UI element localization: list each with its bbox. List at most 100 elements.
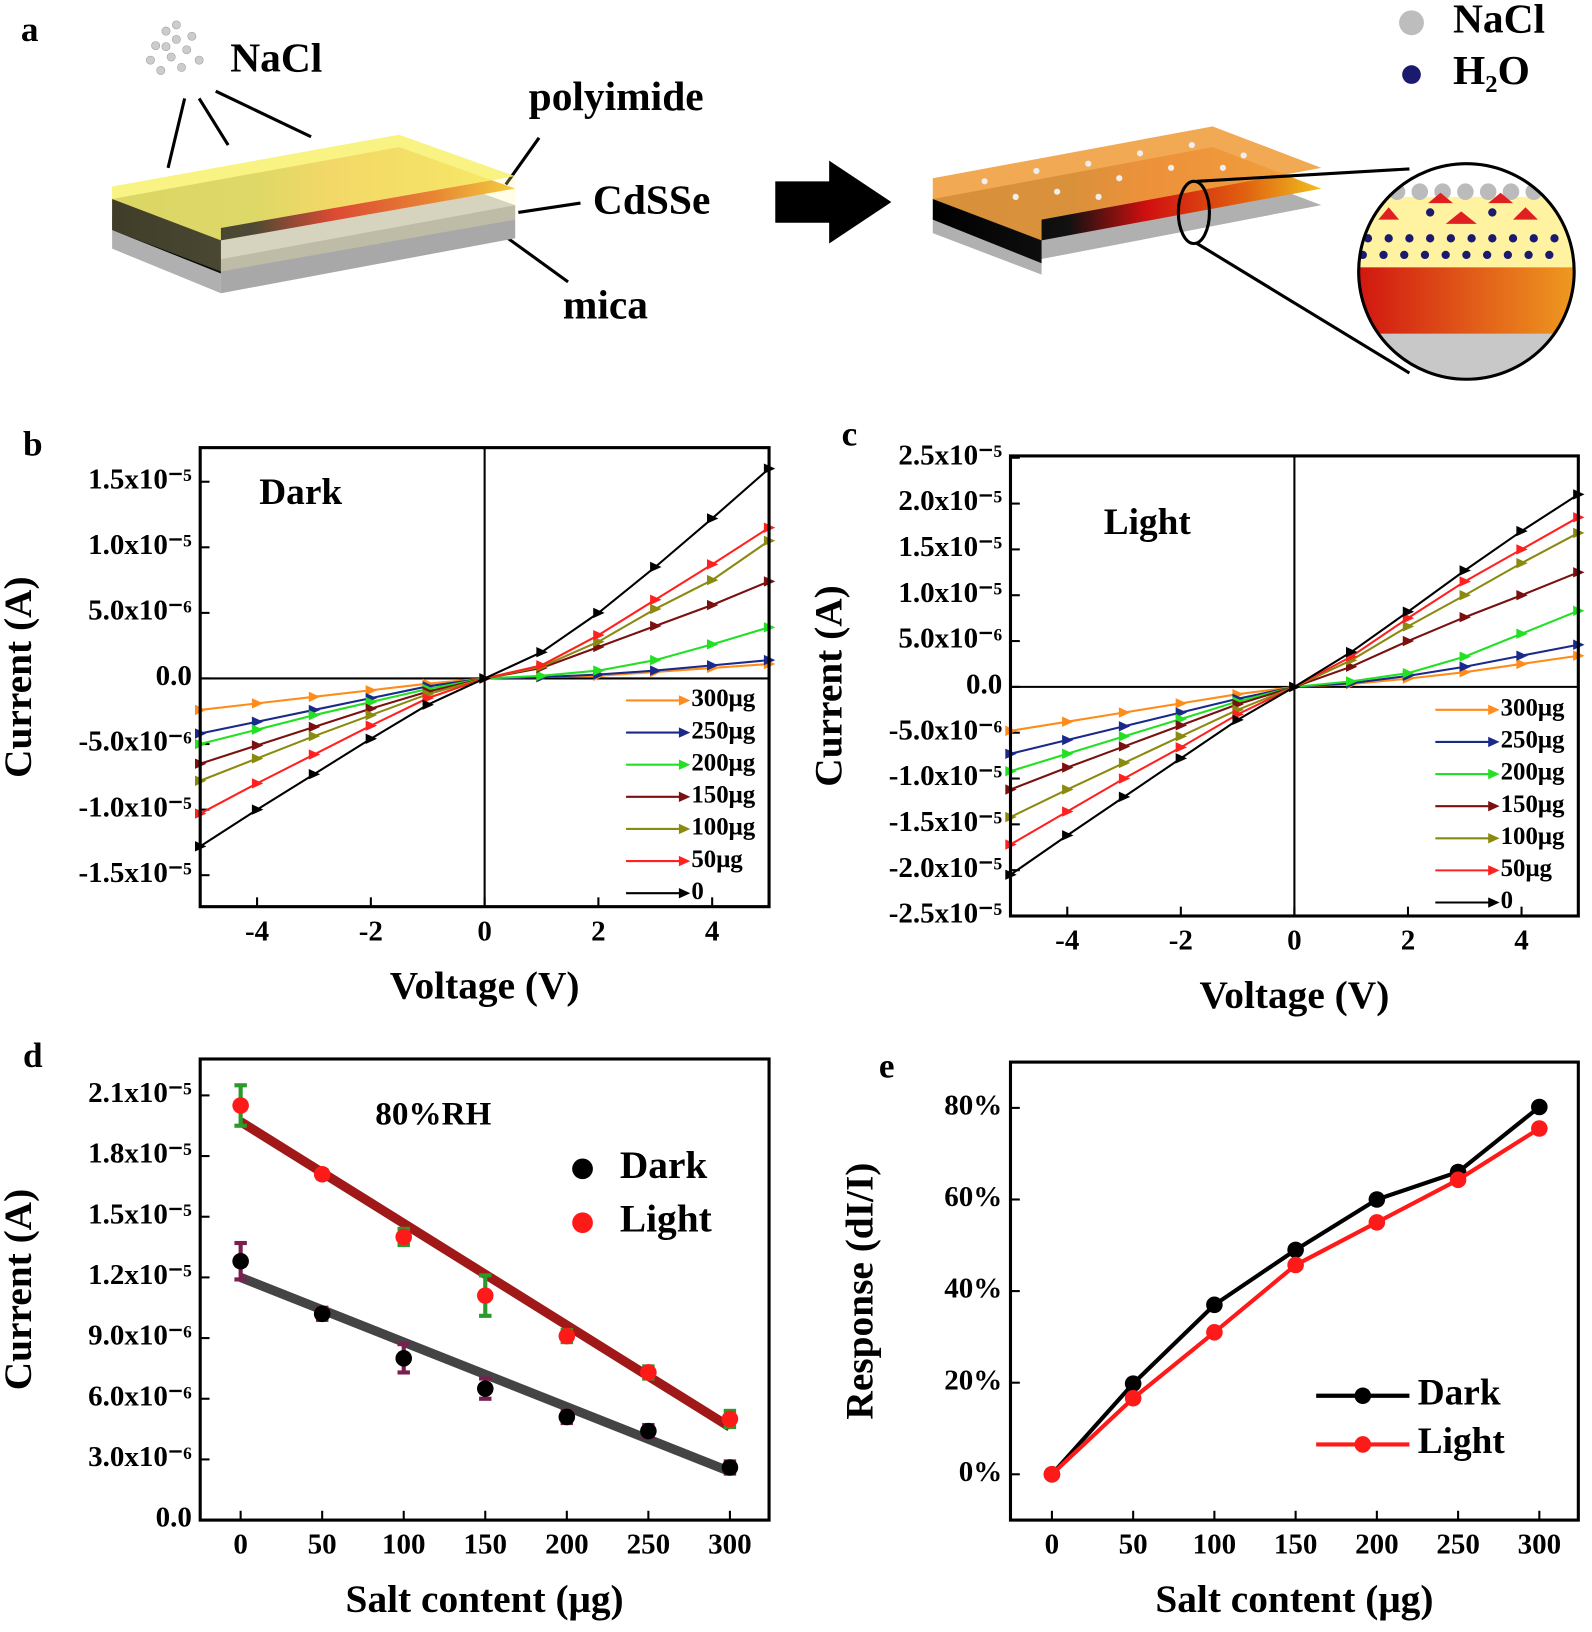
legend-swatch (1402, 65, 1421, 84)
legend-label: 100μg (1501, 823, 1565, 850)
x-tick-label: -2 (1169, 925, 1193, 957)
data-marker (395, 1350, 413, 1367)
data-marker (706, 599, 719, 611)
data-marker (476, 1287, 494, 1304)
data-marker (1531, 1120, 1548, 1137)
y-tick-label: 2.0x10⁻⁵ (898, 485, 1002, 517)
legend-label: Light (620, 1197, 712, 1241)
legend-label: 50μg (691, 846, 743, 873)
y-tick-label: 20% (944, 1364, 1002, 1396)
data-marker (706, 639, 719, 650)
annotation: 80%RH (375, 1096, 491, 1133)
data-marker (650, 654, 662, 666)
y-tick-label: 60% (944, 1181, 1002, 1213)
data-marker (1124, 1375, 1142, 1392)
x-axis-label: Voltage (V) (1199, 973, 1389, 1017)
y-tick-label: 1.2x10⁻⁵ (88, 1259, 192, 1291)
data-marker (1118, 791, 1131, 803)
legend-label: H₂O (1453, 47, 1530, 93)
data-marker (650, 561, 662, 573)
data-marker (1118, 731, 1131, 742)
y-tick-label: 0% (959, 1456, 1003, 1488)
data-marker (650, 603, 662, 615)
y-tick-label: -5.0x10⁻⁶ (889, 714, 1003, 746)
x-tick-label: 0 (477, 915, 492, 947)
data-marker (678, 823, 691, 835)
data-marker (1402, 621, 1415, 632)
data-marker (251, 778, 264, 789)
data-marker (1368, 1214, 1386, 1231)
y-tick-label: 1.0x10⁻⁵ (898, 577, 1002, 609)
x-tick-label: -4 (245, 915, 269, 947)
data-marker (365, 696, 378, 708)
data-marker (1488, 736, 1500, 748)
y-tick-label: -5.0x10⁻⁶ (78, 726, 192, 758)
data-marker (1118, 773, 1131, 784)
legend-label: 150μg (691, 782, 755, 809)
x-tick-label: -2 (359, 915, 383, 947)
data-marker (1062, 784, 1074, 795)
x-tick-label: -4 (1055, 925, 1079, 957)
data-marker (232, 1097, 249, 1114)
x-tick-label: 0 (233, 1529, 248, 1561)
legend-label: 100μg (691, 814, 755, 841)
data-marker (251, 804, 264, 815)
data-marker (1354, 1387, 1372, 1405)
data-marker (1516, 525, 1528, 537)
data-marker (1175, 698, 1188, 709)
data-marker (593, 665, 605, 676)
data-marker (1062, 748, 1074, 759)
data-marker (308, 769, 321, 780)
data-marker (1232, 714, 1244, 726)
data-marker (706, 574, 719, 586)
data-marker (1488, 865, 1500, 876)
x-tick-label: 50 (308, 1529, 337, 1561)
data-marker (1368, 1191, 1386, 1208)
data-marker (365, 720, 378, 731)
data-marker (1043, 1466, 1061, 1483)
plot-frame (1008, 1060, 1580, 1522)
legend-label: NaCl (1453, 0, 1545, 41)
y-tick-label: -1.0x10⁻⁵ (889, 760, 1003, 792)
data-marker (1488, 768, 1500, 780)
legend-label: 0 (1501, 887, 1513, 914)
y-tick-label: -2.5x10⁻⁵ (889, 898, 1003, 930)
x-tick-label: 0 (1287, 925, 1302, 957)
y-tick-label: 80% (944, 1090, 1002, 1122)
data-marker (1488, 833, 1500, 844)
data-marker (558, 1327, 576, 1345)
data-marker (678, 695, 691, 706)
data-marker (1287, 1256, 1304, 1274)
data-marker (313, 1165, 331, 1183)
legend-swatch (1399, 10, 1424, 36)
data-marker (395, 1228, 413, 1246)
data-marker (650, 594, 662, 605)
chart-panel: b Dark -1.5x10⁻⁵ -1.0x10⁻⁵ -5.0x10⁻⁶ 0.0 5.0x1… (0, 425, 776, 1008)
y-tick-label: -1.5x10⁻⁵ (889, 806, 1003, 838)
diagram-label: polyimide (529, 73, 704, 119)
nacl-cluster (146, 20, 204, 75)
plot-frame (1008, 454, 1580, 918)
data-marker (650, 620, 662, 632)
data-marker (593, 636, 605, 647)
data-marker (308, 710, 321, 721)
data-marker (1488, 800, 1500, 812)
data-marker (1118, 741, 1131, 752)
data-marker (593, 630, 605, 641)
data-marker (251, 698, 264, 709)
data-marker (1354, 1436, 1372, 1453)
x-tick-label: 50 (1119, 1529, 1148, 1561)
data-marker (1459, 590, 1471, 601)
data-marker (593, 607, 605, 619)
legend-label: Dark (620, 1143, 708, 1187)
data-marker (1459, 565, 1471, 576)
data-marker (1516, 658, 1528, 670)
y-tick-label: 6.0x10⁻⁶ (88, 1380, 192, 1412)
legend-label: 50μg (1501, 855, 1553, 882)
data-marker (1062, 762, 1074, 773)
legend-label: Dark (1418, 1372, 1501, 1413)
panel-label: e (879, 1046, 895, 1085)
data-marker (706, 513, 719, 524)
data-marker (1206, 1324, 1223, 1341)
x-tick-label: 300 (708, 1529, 752, 1561)
